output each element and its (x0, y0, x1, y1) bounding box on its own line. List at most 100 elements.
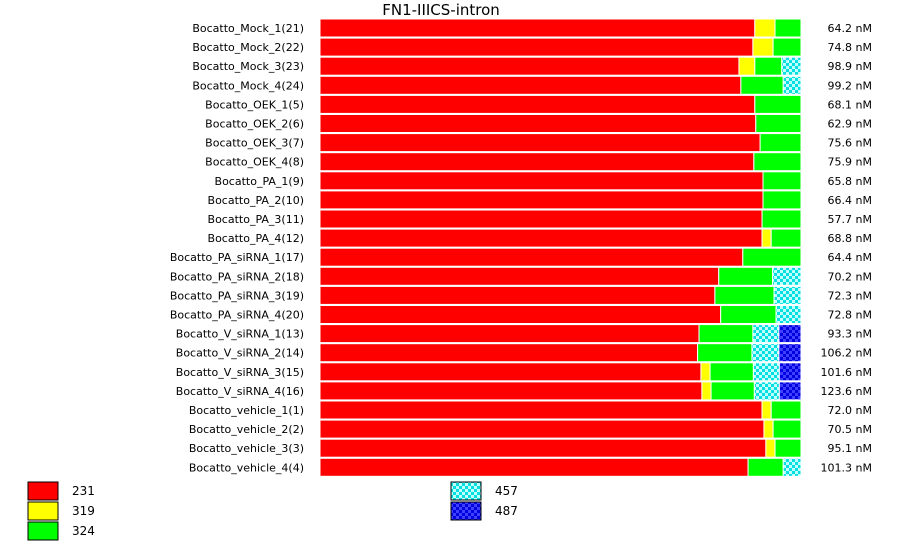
row-label: Bocatto_Mock_3(23) (192, 60, 304, 73)
bar-segment-457 (782, 75, 802, 95)
concentration-label: 66.4 nM (828, 194, 872, 207)
concentration-label: 101.3 nM (821, 461, 872, 474)
concentration-label: 123.6 nM (821, 385, 872, 398)
bar-segment-231 (319, 37, 754, 57)
row-label: Bocatto_PA_4(12) (208, 232, 304, 245)
bar-segment-231 (319, 75, 742, 95)
concentration-label: 64.4 nM (828, 251, 872, 264)
concentration-labels-group: 64.2 nM 74.8 nM 98.9 nM 99.2 nM 68.1 nM 62.9 … (821, 22, 872, 474)
row-labels-group: Bocatto_Mock_1(21) Bocatto_Mock_2(22) Boca… (170, 22, 304, 474)
bar-segment-231 (319, 419, 765, 439)
bar-segment-231 (319, 343, 699, 363)
concentration-label: 72.8 nM (828, 309, 872, 322)
concentration-label: 72.0 nM (828, 404, 872, 417)
concentration-label: 101.6 nM (821, 366, 872, 379)
bar-segment-231 (319, 114, 757, 133)
bar-segment-324 (772, 37, 802, 57)
bar-segment-231 (319, 209, 763, 229)
bar-segment-324 (762, 190, 802, 210)
bar-segment-231 (319, 400, 763, 420)
legend-swatch-457 (450, 481, 482, 501)
legend-swatch-487 (450, 501, 482, 521)
bar-segment-457 (753, 381, 780, 401)
bar-segment-487 (778, 381, 802, 401)
bars-group (319, 18, 802, 477)
bar-segment-231 (319, 247, 744, 267)
concentration-label: 68.1 nM (828, 98, 872, 111)
legend-label-231: 231 (72, 484, 95, 498)
row-label: Bocatto_V_siRNA_4(16) (176, 385, 304, 398)
concentration-label: 75.6 nM (828, 137, 872, 150)
bar-segment-457 (773, 285, 802, 305)
row-label: Bocatto_vehicle_2(2) (189, 423, 304, 436)
row-label: Bocatto_PA_1(9) (215, 175, 304, 188)
bar-segment-231 (319, 266, 720, 286)
bar-segment-319 (761, 400, 772, 420)
concentration-label: 70.2 nM (828, 270, 872, 283)
bar-segment-231 (319, 190, 764, 210)
bar-segment-319 (763, 419, 774, 439)
bar-segment-324 (714, 285, 775, 305)
bar-segment-324 (762, 171, 802, 191)
row-label: Bocatto_PA_siRNA_4(20) (170, 309, 304, 322)
row-label: Bocatto_OEK_3(7) (205, 137, 304, 150)
bar-segment-319 (765, 438, 776, 458)
bar-segment-231 (319, 152, 755, 172)
concentration-label: 95.1 nM (828, 442, 872, 455)
bar-segment-324 (770, 400, 802, 420)
bar-segment-457 (781, 56, 802, 76)
row-label: Bocatto_vehicle_1(1) (189, 404, 304, 417)
row-label: Bocatto_vehicle_3(3) (189, 442, 304, 455)
bar-segment-231 (319, 171, 764, 191)
bar-segment-324 (774, 18, 802, 38)
bar-segment-231 (319, 324, 700, 344)
bar-segment-487 (778, 324, 802, 344)
legend-label-457: 457 (495, 484, 518, 498)
bar-segment-231 (319, 305, 722, 324)
bar-segment-324 (747, 457, 784, 477)
bar-segment-324 (759, 133, 802, 153)
row-label: Bocatto_vehicle_4(4) (189, 461, 304, 474)
bar-segment-324 (770, 228, 802, 248)
bar-segment-231 (319, 18, 756, 38)
bar-segment-319 (700, 362, 711, 382)
bar-segment-487 (778, 362, 802, 382)
concentration-label: 62.9 nM (828, 118, 872, 131)
concentration-label: 74.8 nM (828, 41, 872, 54)
bar-segment-324 (718, 266, 774, 286)
bar-segment-324 (774, 438, 802, 458)
bar-segment-457 (752, 362, 780, 382)
row-label: Bocatto_PA_3(11) (208, 213, 304, 226)
row-label: Bocatto_OEK_2(6) (205, 118, 304, 131)
bar-segment-457 (772, 266, 802, 286)
bar-segment-324 (698, 324, 754, 344)
bar-segment-324 (754, 94, 802, 114)
bar-segment-319 (754, 18, 776, 38)
bar-segment-231 (319, 285, 716, 305)
bar-segment-319 (752, 37, 774, 57)
legend-swatch-231 (27, 481, 59, 501)
bar-segment-231 (319, 381, 703, 401)
bar-segment-319 (738, 56, 756, 76)
bar-segment-324 (754, 56, 783, 76)
bar-segment-231 (319, 56, 740, 76)
row-label: Bocatto_PA_2(10) (208, 194, 304, 207)
bar-segment-487 (778, 343, 802, 363)
bar-segment-231 (319, 228, 763, 248)
row-label: Bocatto_Mock_4(24) (192, 79, 304, 92)
row-label: Bocatto_PA_siRNA_1(17) (170, 251, 304, 264)
bar-segment-457 (775, 305, 802, 324)
concentration-label: 70.5 nM (828, 423, 872, 436)
bar-segment-457 (782, 457, 802, 477)
bar-segment-319 (701, 381, 712, 401)
bar-segment-231 (319, 362, 702, 382)
concentration-label: 99.2 nM (828, 79, 872, 92)
row-label: Bocatto_OEK_4(8) (205, 156, 304, 169)
chart-title: FN1-IIICS-intron (382, 1, 500, 19)
bar-segment-324 (697, 343, 753, 363)
concentration-label: 64.2 nM (828, 22, 872, 35)
concentration-label: 75.9 nM (828, 156, 872, 169)
row-label: Bocatto_V_siRNA_3(15) (176, 366, 304, 379)
row-label: Bocatto_PA_siRNA_3(19) (170, 289, 304, 302)
